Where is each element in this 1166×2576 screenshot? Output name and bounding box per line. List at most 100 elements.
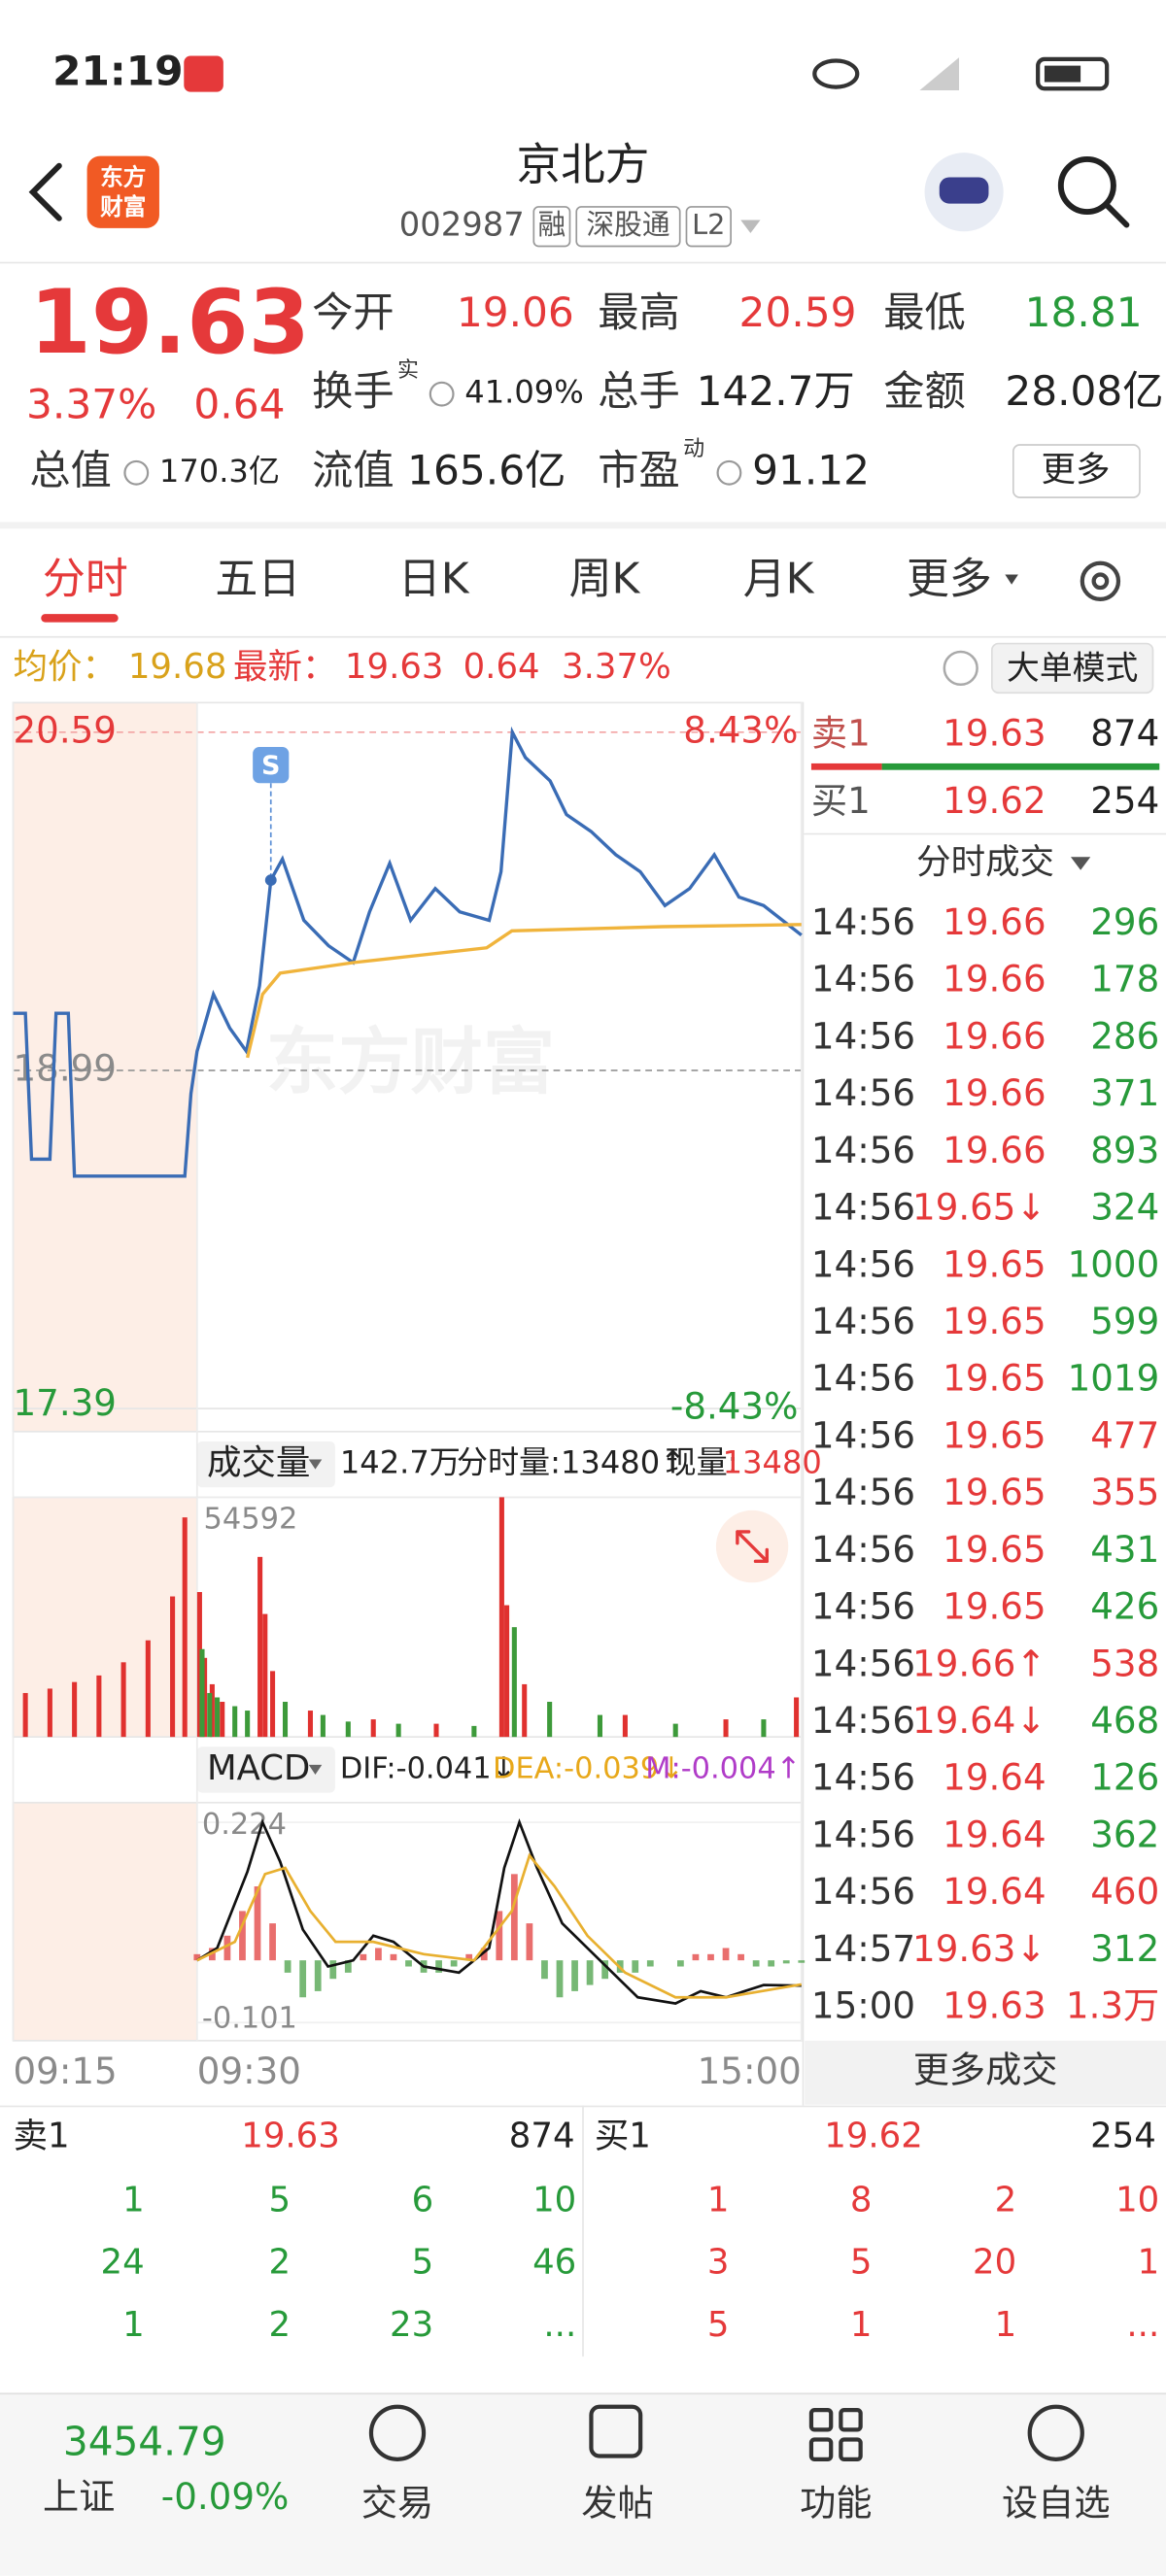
volume-bar [320, 1714, 326, 1738]
stock-name: 京北方 [517, 139, 650, 190]
more-button-label[interactable]: 更多 [1042, 450, 1111, 490]
tick-price: 19.65 [943, 1528, 1046, 1571]
tab[interactable]: 周K [569, 554, 641, 603]
field-label: 今开 [312, 288, 394, 336]
macd-bar [541, 1960, 548, 1980]
macd-bar [329, 1960, 337, 1980]
settings-icon-center [1091, 572, 1110, 591]
tick-volume: 426 [1090, 1585, 1159, 1628]
volume-bar [307, 1711, 313, 1738]
macd-selector[interactable] [196, 1746, 335, 1793]
post-icon[interactable] [589, 2404, 643, 2458]
signal-label: S [261, 751, 280, 781]
field-value: 165.6亿 [407, 446, 566, 493]
back-icon[interactable] [28, 162, 62, 221]
macd-bar [632, 1960, 639, 1973]
macd-bar [571, 1960, 578, 1991]
tick-time: 14:56 [811, 1870, 915, 1913]
volume-bar [498, 1497, 504, 1738]
nav-item[interactable]: 交易 [361, 2482, 433, 2525]
macd-bar [223, 1935, 231, 1961]
queue-volume: 1 [1138, 2243, 1160, 2283]
tab[interactable]: 分时 [43, 554, 128, 603]
queue-volume: 10 [1115, 2180, 1159, 2220]
macd-bar [314, 1960, 322, 1991]
tick-time: 15:00 [811, 1984, 915, 2027]
tick-volume: 324 [1090, 1186, 1159, 1229]
tick-price: 19.65 [943, 1585, 1046, 1628]
queue-volume: 1 [850, 2305, 873, 2345]
help-icon[interactable] [943, 650, 978, 687]
tag-box [532, 206, 571, 248]
queue-volume: 24 [101, 2243, 145, 2283]
queue-volume: 8 [850, 2180, 873, 2220]
tab[interactable]: 月K [743, 554, 815, 603]
more-button[interactable] [1012, 444, 1141, 498]
macd-bar [254, 1886, 261, 1961]
mode-button[interactable] [991, 642, 1154, 695]
volume-bar [96, 1675, 102, 1738]
field-value: 142.7万 [697, 367, 855, 415]
volume-selector[interactable] [196, 1441, 335, 1488]
volume-bar [282, 1702, 289, 1738]
tick-price: 19.66 [943, 1129, 1046, 1171]
tag-box [685, 206, 732, 248]
function-icon[interactable] [808, 2408, 863, 2461]
queue-volume: 10 [532, 2180, 576, 2220]
trade-icon[interactable] [368, 2404, 427, 2461]
dropdown-icon[interactable] [740, 220, 761, 234]
macd-bar [722, 1948, 730, 1961]
nav-item[interactable]: 发帖 [581, 2482, 653, 2525]
field-value: 19.06 [457, 288, 574, 336]
volume-bar [761, 1719, 767, 1738]
tick-price: 19.65 [943, 1357, 1046, 1400]
volume-bar [723, 1719, 729, 1738]
price-line [13, 726, 803, 1178]
field-value: 28.08亿 [1005, 367, 1163, 415]
nav-item[interactable]: 功能 [800, 2482, 872, 2525]
search-icon[interactable] [1057, 155, 1116, 215]
tick-price: 19.64↓ [912, 1699, 1046, 1742]
preopen-shade [13, 1497, 197, 1738]
macd-selector-label[interactable]: MACD [207, 1748, 310, 1788]
macd-bar [375, 1948, 382, 1961]
dif-label: DIF:-0.041↓ [340, 1751, 516, 1785]
volume-bar [471, 1725, 477, 1738]
volume-bar [182, 1517, 188, 1738]
logo-text: 财富 [100, 193, 146, 220]
tab-underline [41, 614, 119, 623]
more-trades-label[interactable]: 更多成交 [913, 2048, 1058, 2090]
tab[interactable]: 五日 [215, 554, 300, 603]
field-label: 金额 [883, 367, 966, 415]
volume-bar [370, 1719, 376, 1738]
more-trades-button[interactable] [805, 2040, 1166, 2105]
tag: 深股通 [586, 208, 669, 241]
queue-volume: 2 [269, 2305, 292, 2345]
tick-price: 19.65 [943, 1300, 1046, 1342]
tab[interactable]: 更多 [907, 554, 992, 603]
ask-volume: 874 [1090, 712, 1159, 755]
settings-icon[interactable] [1080, 560, 1121, 602]
volume-bar [262, 1613, 268, 1738]
last-label: 最新： [233, 647, 336, 687]
bottom-nav [0, 2393, 1166, 2576]
ticks-title[interactable]: 分时成交 [916, 842, 1054, 882]
volume-bar [22, 1692, 28, 1738]
ask-label: 卖1 [14, 2117, 70, 2156]
tab[interactable]: 日K [398, 554, 470, 603]
layout [0, 55, 1166, 2576]
mode-button-label[interactable]: 大单模式 [1007, 649, 1138, 687]
volume-bar [170, 1596, 176, 1738]
watchlist-icon[interactable] [1027, 2404, 1084, 2461]
macd-bar [646, 1960, 654, 1967]
avg-price-line [246, 923, 802, 1059]
field-value: 18.81 [1025, 288, 1143, 336]
info-icon [716, 459, 742, 486]
volume-bar [215, 1697, 221, 1738]
stock-code: 002987 [399, 206, 525, 244]
nav-item[interactable]: 设自选 [1002, 2482, 1111, 2525]
tick-price: 19.64 [943, 1756, 1046, 1799]
volume-selector-label[interactable]: 成交量 [207, 1443, 310, 1483]
queue-volume: 6 [412, 2180, 434, 2220]
